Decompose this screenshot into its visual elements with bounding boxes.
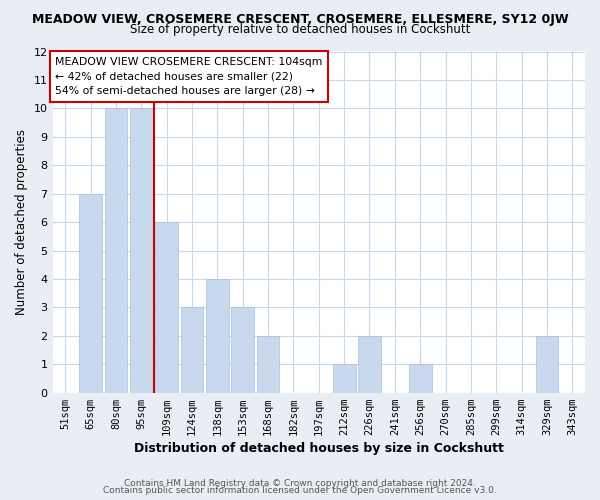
Text: Contains public sector information licensed under the Open Government Licence v3: Contains public sector information licen… (103, 486, 497, 495)
Text: Contains HM Land Registry data © Crown copyright and database right 2024.: Contains HM Land Registry data © Crown c… (124, 478, 476, 488)
Bar (79, 194, 102, 392)
X-axis label: Distribution of detached houses by size in Cockshutt: Distribution of detached houses by size … (134, 442, 504, 455)
Bar (333, 364, 356, 392)
Bar (257, 336, 280, 392)
Bar (130, 108, 152, 393)
Bar (409, 364, 431, 392)
Bar (104, 108, 127, 393)
Text: Size of property relative to detached houses in Cockshutt: Size of property relative to detached ho… (130, 22, 470, 36)
Y-axis label: Number of detached properties: Number of detached properties (15, 129, 28, 315)
Bar (206, 279, 229, 392)
Bar (536, 336, 559, 392)
Text: MEADOW VIEW CROSEMERE CRESCENT: 104sqm
← 42% of detached houses are smaller (22): MEADOW VIEW CROSEMERE CRESCENT: 104sqm ←… (55, 56, 323, 96)
Bar (231, 308, 254, 392)
Bar (358, 336, 381, 392)
Bar (155, 222, 178, 392)
Text: MEADOW VIEW, CROSEMERE CRESCENT, CROSEMERE, ELLESMERE, SY12 0JW: MEADOW VIEW, CROSEMERE CRESCENT, CROSEME… (32, 12, 568, 26)
Bar (181, 308, 203, 392)
